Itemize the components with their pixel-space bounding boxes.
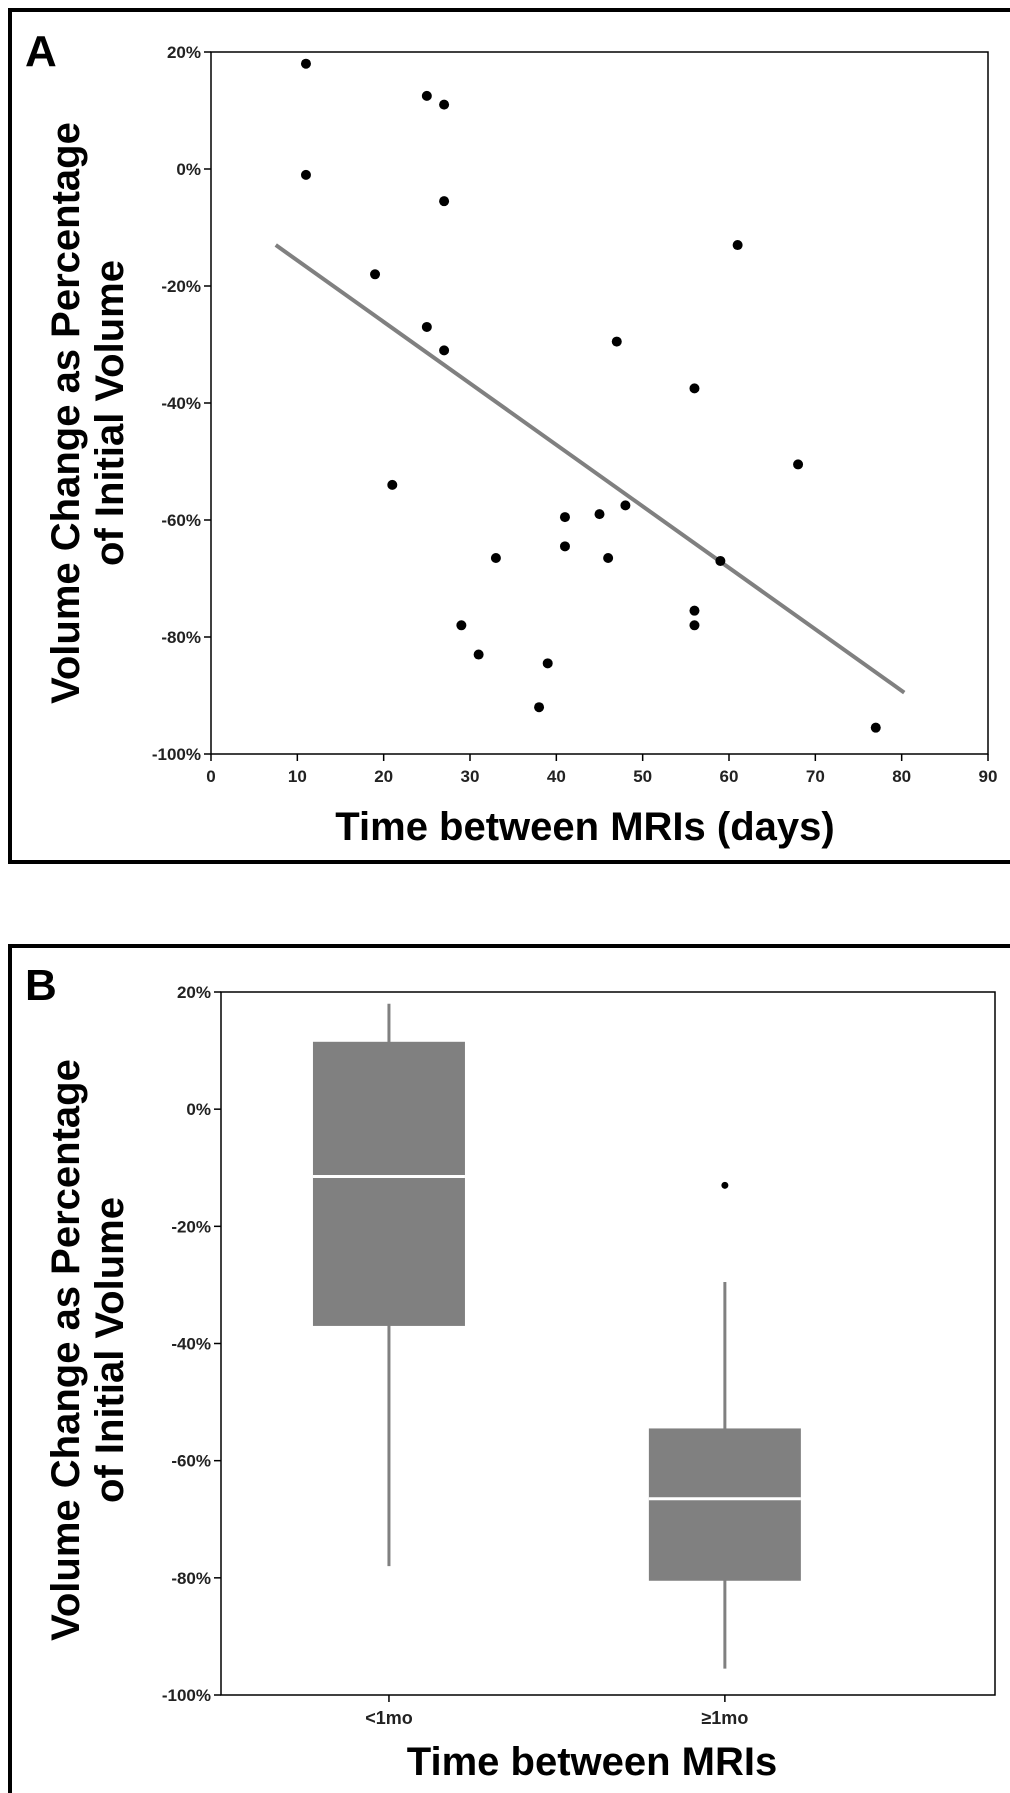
panel-a-data-point [603, 553, 614, 564]
panel-a-y-tick-label: -80% [161, 628, 201, 647]
panel-a-data-point [559, 541, 570, 552]
panel-a-data-point [439, 345, 450, 356]
panel-b-y-tick-label: 0% [186, 1100, 211, 1119]
panel-a-data-point [473, 649, 484, 660]
panel-a-data-point [620, 500, 631, 511]
panel-b-ylabel-line2: of Initial Volume [88, 1197, 132, 1503]
panel-a-x-tick-label: 40 [547, 767, 566, 786]
panel-b-x-tick-label: ≥1mo [701, 1708, 748, 1728]
panel-a-data-point [490, 553, 501, 564]
panel-b-y-tick-label: -80% [171, 1569, 211, 1588]
panel-a-x-tick-label: 20 [374, 767, 393, 786]
panel-a-x-tick-label: 90 [979, 767, 998, 786]
panel-a-x-axis-title: Time between MRIs (days) [335, 805, 834, 849]
panel-a-x-tick-label: 60 [720, 767, 739, 786]
panel-a-data-point [456, 620, 467, 631]
panel-b-border [8, 944, 1010, 1793]
panel-b-x-axis-title: Time between MRIs [407, 1740, 777, 1784]
panel-a-x-tick-label: 50 [633, 767, 652, 786]
panel-b-y-tick-label: -20% [171, 1217, 211, 1236]
panel-a-data-point [715, 555, 726, 566]
panel-a-data-point [689, 605, 700, 616]
panel-a: A Volume Change as Percentage of Initial… [8, 8, 1010, 864]
panel-a-data-point [689, 383, 700, 394]
panel-a-y-axis-title: Volume Change as Percentage of Initial V… [44, 122, 132, 704]
panel-a-data-point [439, 99, 450, 110]
panel-a-data-point [594, 509, 605, 520]
panel-b-outlier-point [721, 1181, 729, 1189]
panel-a-data-point [421, 90, 432, 101]
panel-a-data-point [300, 58, 311, 69]
panel-a-data-point [793, 459, 804, 470]
panel-b-plot: 20% 0% -20% -40% -60% -80% -100% <1mo ≥1mo [162, 983, 996, 1728]
panel-a-x-tick-label: 70 [806, 767, 825, 786]
panel-a-y-tick-label: -20% [161, 277, 201, 296]
panel-a-data-point [300, 169, 311, 180]
panel-a-ylabel-line1: Volume Change as Percentage [44, 122, 88, 704]
panel-a-data-point [689, 620, 700, 631]
panel-b-y-axis-title: Volume Change as Percentage of Initial V… [44, 1059, 132, 1641]
panel-a-x-tick-label: 0 [206, 767, 215, 786]
panel-b-x-tick-label: <1mo [365, 1708, 413, 1728]
panel-b-y-tick-label: -60% [171, 1452, 211, 1471]
panel-a-data-point [387, 479, 398, 490]
panel-b-y-tick-label: -40% [171, 1335, 211, 1354]
panel-b-box [648, 1428, 801, 1581]
panel-b-y-tick-label: 20% [177, 983, 211, 1002]
panel-a-regression-line [274, 243, 906, 695]
panel-b-box [312, 1041, 465, 1326]
panel-a-y-tick-label: 0% [176, 160, 201, 179]
panel-b-ylabel-line1: Volume Change as Percentage [44, 1059, 88, 1641]
panel-a-plot: 20% 0% -20% -40% -60% -80% -100% 0 10 20 30 40 50 60 7… [152, 43, 998, 786]
panel-a-x-tick-label: 30 [461, 767, 480, 786]
panel-a-data-point [542, 658, 553, 669]
panel-a-plot-frame [210, 51, 989, 755]
panel-a-data-point [439, 196, 450, 207]
panel-a-data-point [534, 702, 545, 713]
panel-a-label: A [25, 27, 57, 76]
panel-a-data-point [370, 269, 381, 280]
panel-b-label: B [25, 961, 57, 1010]
panel-a-y-tick-label: -60% [161, 511, 201, 530]
panel-a-data-point [870, 722, 881, 733]
panel-a-y-tick-label: 20% [167, 43, 201, 62]
panel-b: B Volume Change as Percentage of Initial… [8, 944, 1010, 1793]
panel-b-y-tick-label: -100% [162, 1686, 211, 1705]
panel-a-data-point [421, 321, 432, 332]
panel-a-x-tick-label: 10 [288, 767, 307, 786]
panel-a-data-point [559, 512, 570, 523]
panel-a-y-tick-label: -40% [161, 394, 201, 413]
panel-a-ylabel-line2: of Initial Volume [88, 260, 132, 566]
panel-a-y-tick-label: -100% [152, 745, 201, 764]
panel-a-data-point [611, 336, 622, 347]
panel-a-data-point [732, 240, 743, 251]
panel-a-border [8, 8, 1010, 864]
panel-a-x-tick-label: 80 [892, 767, 911, 786]
